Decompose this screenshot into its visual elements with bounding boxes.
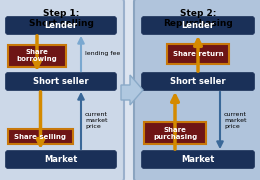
FancyBboxPatch shape: [134, 0, 260, 180]
Polygon shape: [121, 75, 143, 105]
FancyBboxPatch shape: [5, 73, 116, 91]
Text: Step 1:
Short selling: Step 1: Short selling: [29, 9, 93, 28]
Text: Share
purchasing: Share purchasing: [153, 127, 197, 140]
Text: Market: Market: [44, 155, 78, 164]
Bar: [167, 44, 229, 64]
Text: Lender: Lender: [181, 21, 214, 30]
FancyBboxPatch shape: [141, 150, 255, 168]
Bar: [8, 45, 66, 67]
Text: Lender: Lender: [44, 21, 77, 30]
Text: Short seller: Short seller: [33, 77, 89, 86]
Text: Share selling: Share selling: [15, 134, 67, 140]
FancyBboxPatch shape: [5, 150, 116, 168]
Bar: [144, 122, 206, 144]
FancyBboxPatch shape: [5, 17, 116, 35]
Text: Step 2:
Repurchasing: Step 2: Repurchasing: [163, 9, 233, 28]
Text: current
market
price: current market price: [85, 112, 108, 129]
Text: Share return: Share return: [173, 51, 223, 57]
Text: lending fee: lending fee: [85, 51, 120, 56]
Text: current
market
price: current market price: [224, 112, 247, 129]
Text: Share
borrowing: Share borrowing: [17, 50, 57, 62]
Text: Short seller: Short seller: [170, 77, 226, 86]
FancyBboxPatch shape: [141, 17, 255, 35]
Bar: [8, 129, 73, 144]
Text: Market: Market: [181, 155, 215, 164]
FancyBboxPatch shape: [0, 0, 124, 180]
FancyBboxPatch shape: [141, 73, 255, 91]
